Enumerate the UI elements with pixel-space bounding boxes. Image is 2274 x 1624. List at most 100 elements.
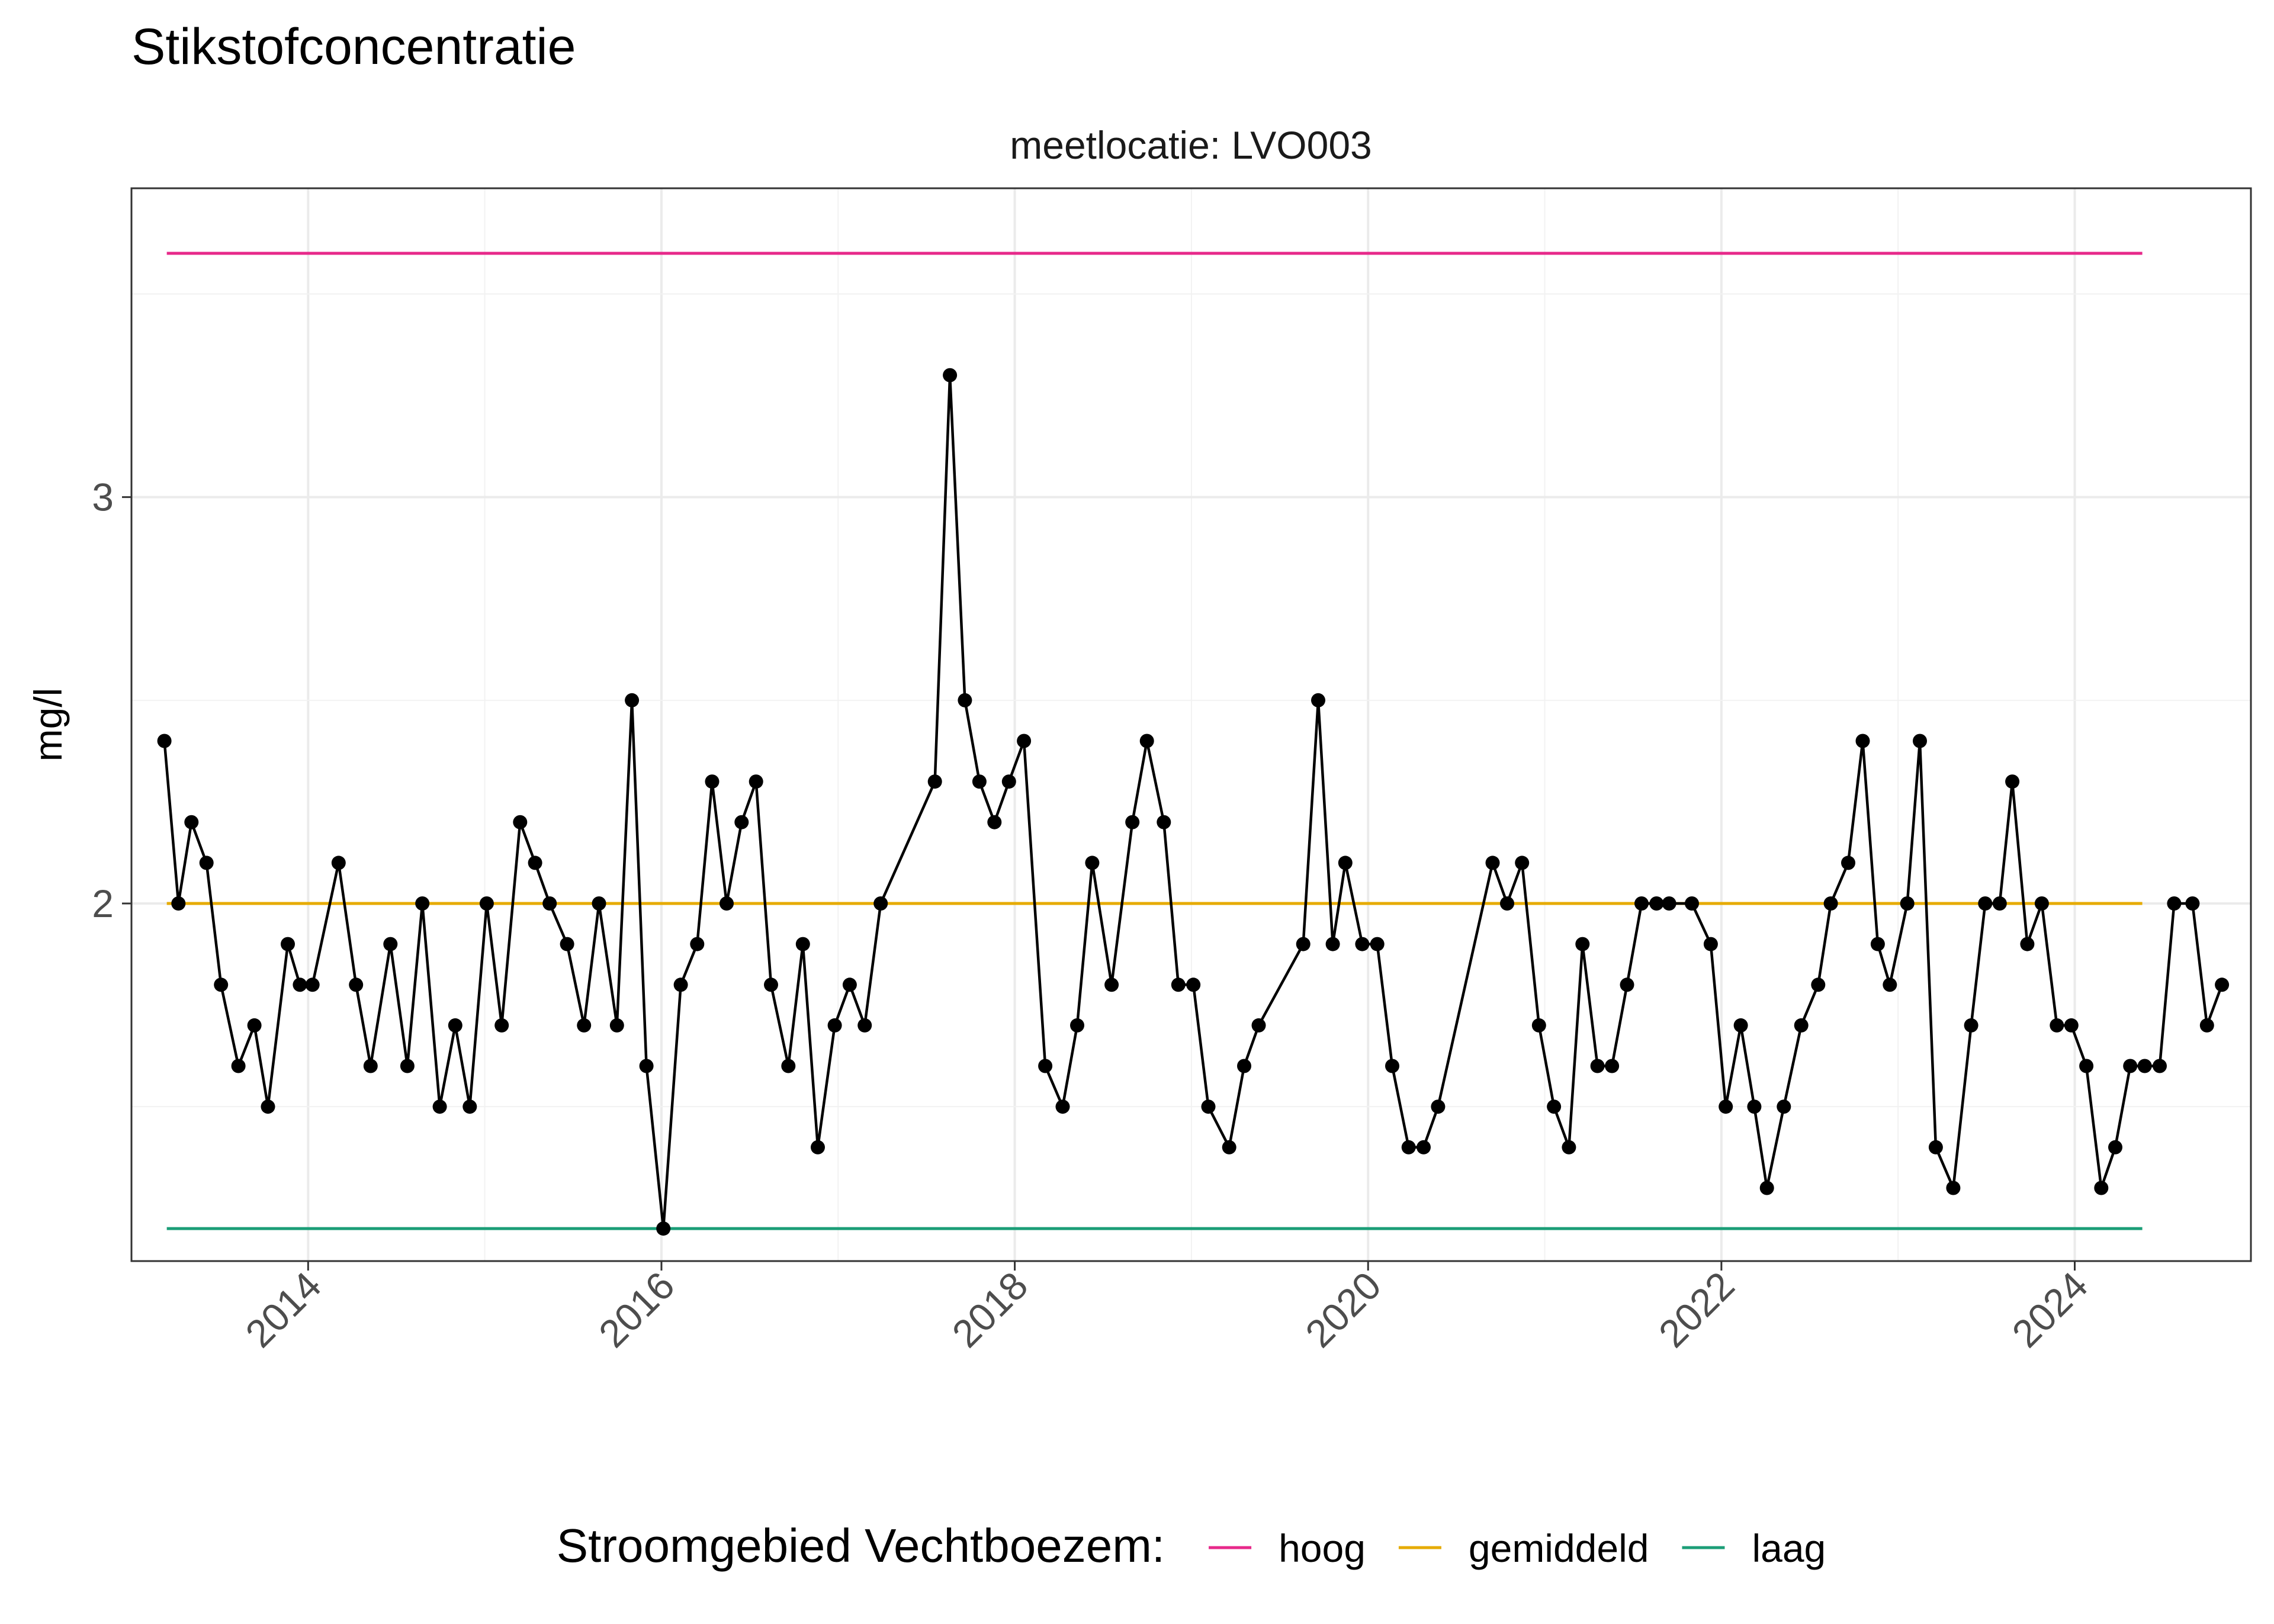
- data-point: [811, 1140, 825, 1155]
- legend-label-hoog: hoog: [1279, 1526, 1366, 1570]
- data-point: [734, 815, 749, 829]
- legend-label-laag: laag: [1752, 1526, 1826, 1570]
- data-point: [331, 856, 346, 870]
- data-point: [827, 1018, 842, 1033]
- data-point: [705, 774, 720, 789]
- data-point: [987, 815, 1002, 829]
- plot-panel: [130, 187, 2252, 1262]
- data-point: [1222, 1140, 1236, 1155]
- data-point: [1719, 1099, 1733, 1114]
- data-point: [1401, 1140, 1416, 1155]
- data-point: [2199, 1018, 2214, 1033]
- data-point: [577, 1018, 592, 1033]
- data-point: [2079, 1059, 2094, 1073]
- data-point: [494, 1018, 509, 1033]
- data-point: [462, 1099, 477, 1114]
- data-point: [1964, 1018, 1978, 1033]
- data-point: [1201, 1099, 1216, 1114]
- data-point: [958, 693, 972, 708]
- data-point: [1703, 937, 1718, 951]
- data-point: [1385, 1059, 1399, 1073]
- data-point: [1946, 1181, 1961, 1195]
- data-point: [1759, 1181, 1774, 1195]
- data-point: [1562, 1140, 1576, 1155]
- data-point: [1485, 856, 1500, 870]
- panel-title: meetlocatie: LVO003: [1010, 123, 1372, 167]
- data-point: [1338, 856, 1353, 870]
- data-point: [400, 1059, 415, 1073]
- y-axis-label: mg/l: [26, 688, 70, 762]
- data-point: [749, 774, 763, 789]
- data-point: [1662, 896, 1676, 911]
- data-point: [2005, 774, 2020, 789]
- data-point: [305, 977, 320, 992]
- legend-title: Stroomgebied Vechtboezem:: [557, 1519, 1165, 1572]
- data-point: [1017, 734, 1032, 748]
- y-tick-label: 2: [92, 882, 114, 925]
- data-series: [157, 368, 2230, 1236]
- data-point: [609, 1018, 624, 1033]
- chart-title: Stikstofconcentratie: [131, 18, 576, 75]
- data-point: [720, 896, 734, 911]
- data-point: [1171, 977, 1186, 992]
- data-point: [1685, 896, 1699, 911]
- data-point: [448, 1018, 462, 1033]
- data-point: [2050, 1018, 2064, 1033]
- data-point: [261, 1099, 275, 1114]
- data-point: [1431, 1099, 1446, 1114]
- data-point: [1900, 896, 1915, 911]
- data-point: [2215, 977, 2230, 992]
- reference-lines: [166, 252, 2143, 1230]
- data-point: [1992, 896, 2007, 911]
- data-point: [157, 734, 172, 748]
- data-point: [1038, 1059, 1053, 1073]
- data-point: [927, 774, 942, 789]
- data-point: [542, 896, 557, 911]
- data-point: [214, 977, 229, 992]
- data-point: [656, 1221, 671, 1236]
- data-point: [690, 937, 705, 951]
- data-point: [1251, 1018, 1266, 1033]
- data-point: [171, 896, 186, 911]
- data-point: [2108, 1140, 2122, 1155]
- data-point: [1001, 774, 1016, 789]
- data-point: [1978, 896, 1993, 911]
- data-point: [2034, 896, 2049, 911]
- data-point: [1913, 734, 1927, 748]
- data-point: [231, 1059, 246, 1073]
- data-point: [1823, 896, 1838, 911]
- data-point: [247, 1018, 262, 1033]
- data-point: [199, 856, 214, 870]
- legend: Stroomgebied Vechtboezem: hoog gemiddeld la…: [557, 1519, 1826, 1572]
- data-point: [415, 896, 430, 911]
- series-line: [163, 374, 2224, 1230]
- data-point: [383, 937, 398, 951]
- data-point: [1417, 1140, 1431, 1155]
- data-point: [1747, 1099, 1762, 1114]
- data-point: [943, 368, 958, 382]
- data-point: [1325, 937, 1340, 951]
- data-point: [1157, 815, 1171, 829]
- data-point: [781, 1059, 796, 1073]
- data-point: [1186, 977, 1201, 992]
- data-point: [673, 977, 688, 992]
- data-point: [1811, 977, 1826, 992]
- data-point: [2185, 896, 2200, 911]
- data-point: [1355, 937, 1370, 951]
- data-point: [1620, 977, 1634, 992]
- data-point: [1055, 1099, 1070, 1114]
- data-point: [1296, 937, 1311, 951]
- data-point: [432, 1099, 447, 1114]
- data-point: [1883, 977, 1897, 992]
- data-point: [857, 1018, 872, 1033]
- data-point: [1590, 1059, 1605, 1073]
- data-point: [479, 896, 494, 911]
- data-point: [2137, 1059, 2152, 1073]
- data-point: [560, 937, 574, 951]
- data-point: [293, 977, 307, 992]
- data-point: [1870, 937, 1885, 951]
- data-point: [1515, 856, 1530, 870]
- data-point: [2153, 1059, 2167, 1073]
- data-point: [1575, 937, 1590, 951]
